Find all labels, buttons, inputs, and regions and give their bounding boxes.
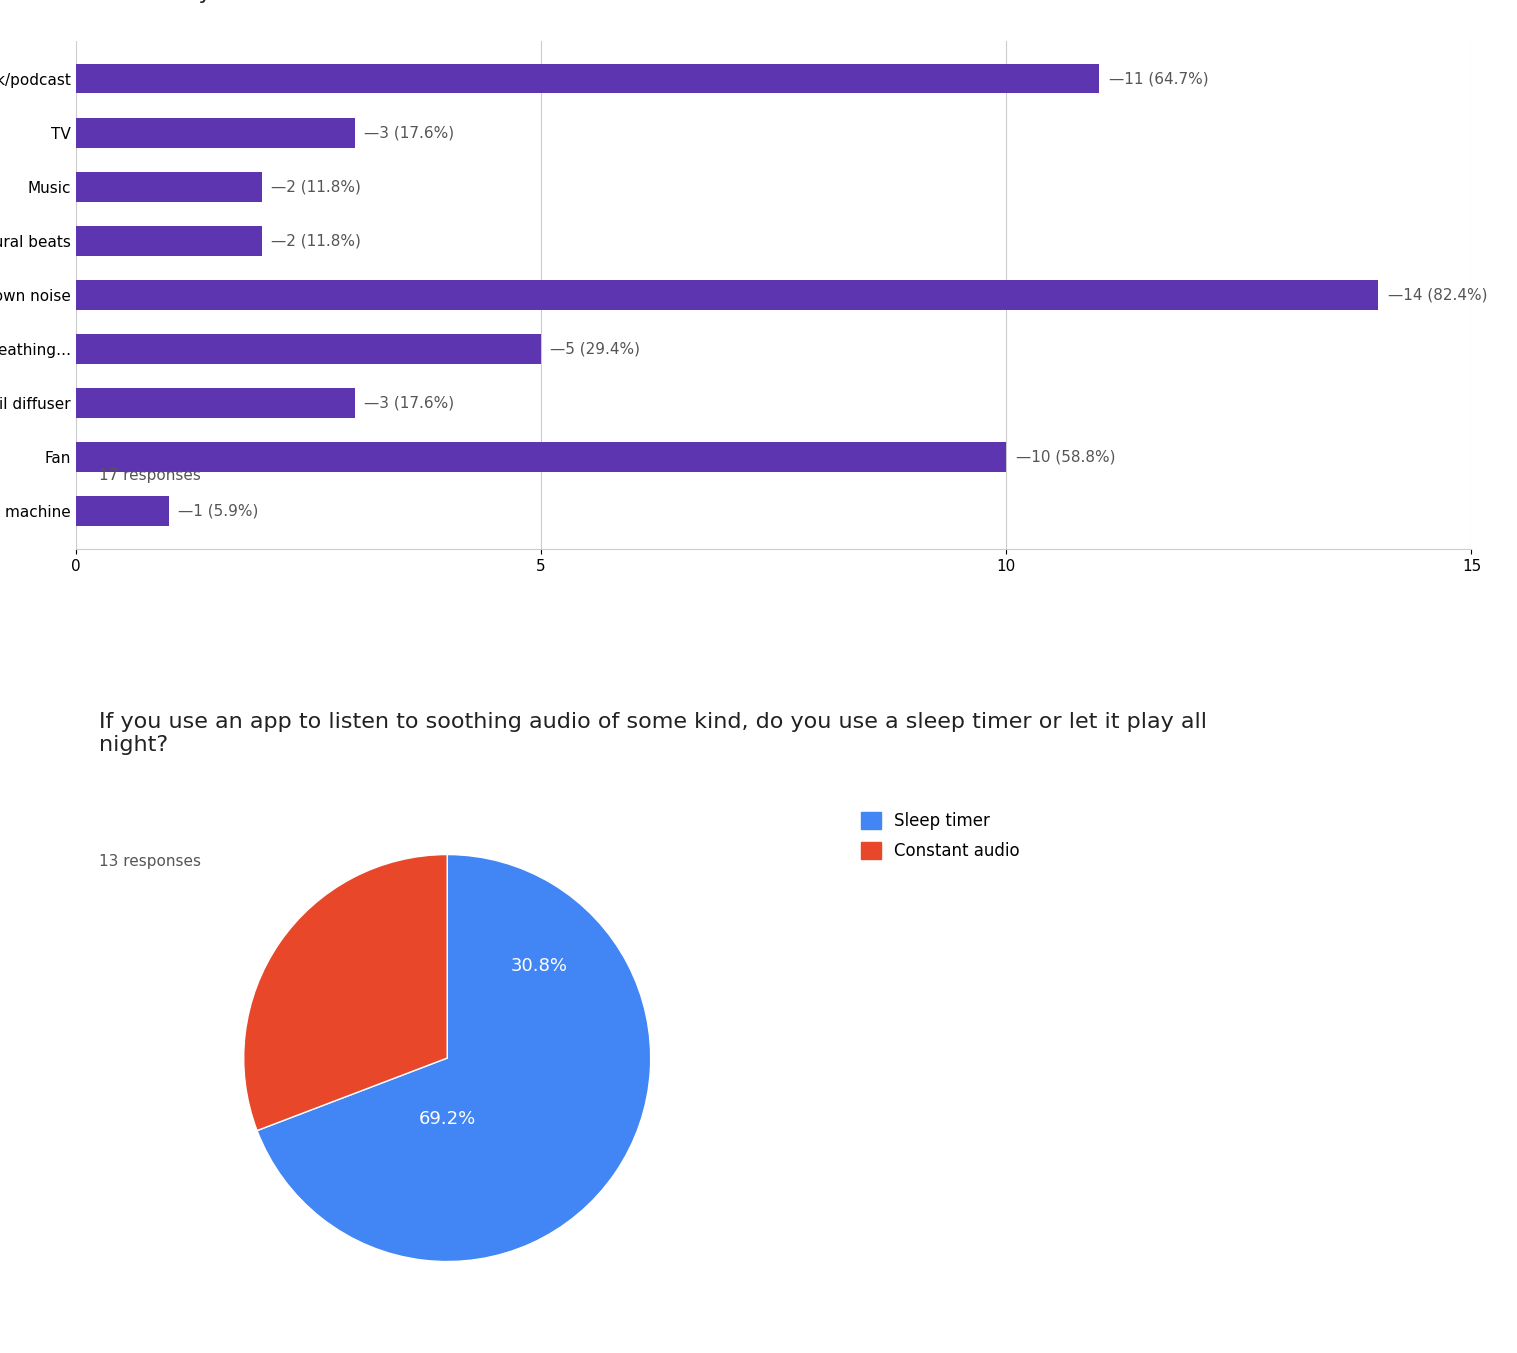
Text: —3 (17.6%): —3 (17.6%) bbox=[364, 395, 455, 411]
Bar bbox=[76, 118, 355, 147]
Text: If you use an app to listen to soothing audio of some kind, do you use a sleep t: If you use an app to listen to soothing … bbox=[99, 712, 1206, 755]
Wedge shape bbox=[244, 855, 448, 1131]
Bar bbox=[76, 442, 1006, 472]
Bar bbox=[76, 226, 262, 256]
Text: Check the ways that you currently use tech to help you sleep better. This could : Check the ways that you currently use te… bbox=[76, 0, 1145, 3]
Text: 69.2%: 69.2% bbox=[419, 1109, 476, 1128]
Legend: Sleep timer, Constant audio: Sleep timer, Constant audio bbox=[862, 812, 1019, 861]
Text: —14 (82.4%): —14 (82.4%) bbox=[1388, 287, 1487, 303]
Text: 17 responses: 17 responses bbox=[99, 468, 200, 483]
Bar bbox=[76, 172, 262, 202]
Text: —1 (5.9%): —1 (5.9%) bbox=[177, 503, 258, 518]
Wedge shape bbox=[256, 855, 651, 1261]
Text: 13 responses: 13 responses bbox=[99, 854, 200, 869]
Text: —3 (17.6%): —3 (17.6%) bbox=[364, 126, 455, 141]
Text: 30.8%: 30.8% bbox=[510, 958, 567, 976]
Text: —11 (64.7%): —11 (64.7%) bbox=[1109, 72, 1208, 87]
Text: —10 (58.8%): —10 (58.8%) bbox=[1015, 449, 1115, 464]
Text: —2 (11.8%): —2 (11.8%) bbox=[272, 233, 361, 249]
Bar bbox=[76, 334, 542, 364]
Bar bbox=[76, 497, 168, 526]
Text: —5 (29.4%): —5 (29.4%) bbox=[551, 341, 640, 357]
Bar bbox=[76, 388, 355, 418]
Text: —2 (11.8%): —2 (11.8%) bbox=[272, 179, 361, 195]
Bar bbox=[76, 280, 1379, 310]
Bar bbox=[76, 64, 1100, 93]
